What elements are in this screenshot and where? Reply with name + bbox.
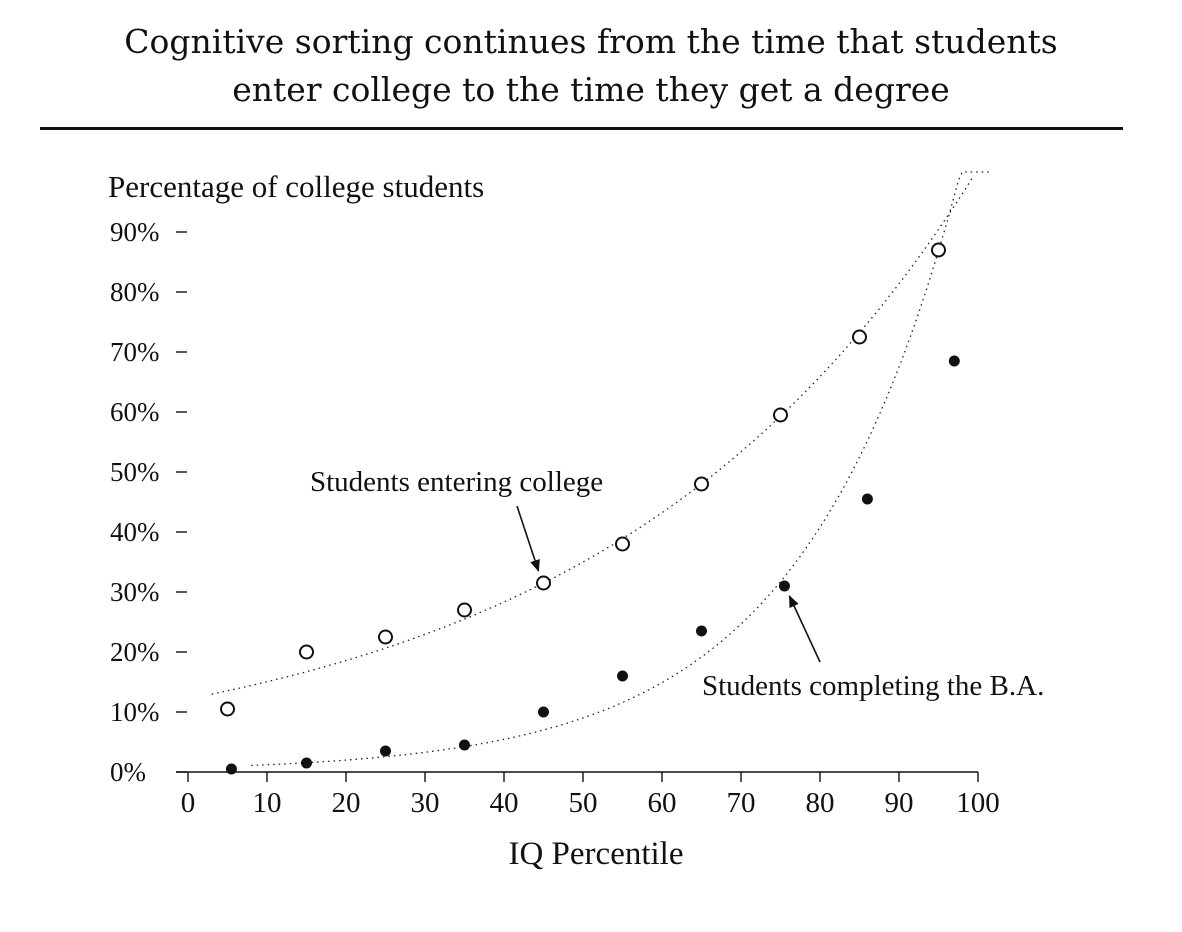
data-point-completing	[380, 745, 391, 757]
x-tick-label: 80	[806, 787, 835, 819]
y-tick-label: 40%	[110, 517, 160, 547]
data-point-entering	[931, 242, 946, 258]
data-point-entering	[457, 602, 472, 618]
annotation-completing-arrow	[788, 595, 821, 663]
x-axis-title: IQ Percentile	[508, 836, 683, 872]
trend-lines	[211, 171, 990, 767]
y-axis-title: Percentage of college students	[108, 169, 484, 204]
data-point-entering	[220, 701, 235, 717]
data-point-completing	[617, 670, 628, 682]
title-rule	[40, 127, 1123, 130]
x-tick-label: 70	[727, 787, 756, 819]
data-point-entering	[852, 329, 867, 345]
data-point-entering	[694, 476, 709, 492]
data-point-entering	[773, 407, 788, 423]
data-point-entering	[378, 629, 393, 645]
y-tick-label: 90%	[110, 217, 160, 247]
x-tick-label: 20	[332, 787, 361, 819]
data-point-completing	[459, 739, 470, 751]
data-points	[220, 242, 960, 775]
x-tick-label: 0	[181, 787, 196, 819]
data-point-completing	[301, 757, 312, 769]
y-tick-label: 20%	[110, 637, 160, 667]
data-point-entering	[536, 575, 551, 591]
x-tick-label: 90	[885, 787, 914, 819]
y-tick-label: 10%	[110, 697, 160, 727]
chart-title: Cognitive sorting continues from the tim…	[0, 18, 1182, 114]
title-line-2: enter college to the time they get a deg…	[232, 70, 950, 109]
y-tick-label: 80%	[110, 277, 160, 307]
trend-line	[211, 174, 975, 695]
y-tick-label: 50%	[110, 457, 160, 487]
annotation-completing-label: Students completing the B.A.	[702, 670, 1044, 702]
x-tick-label: 50	[569, 787, 598, 819]
x-tick-label: 100	[956, 787, 1000, 819]
data-point-completing	[538, 706, 549, 718]
y-tick-label: 70%	[110, 337, 160, 367]
axes: 0 10 20 30 40 50 60 70 80 90 100 0% 10% 20% 30% 40% 50% 6…	[110, 217, 1000, 819]
data-point-entering	[615, 536, 630, 552]
y-tick-label: 30%	[110, 577, 160, 607]
annotations: Students entering college Students comple…	[310, 466, 1044, 702]
data-point-completing	[778, 580, 790, 592]
x-tick-label: 40	[490, 787, 519, 819]
annotation-entering-arrow	[516, 505, 540, 572]
x-tick-label: 30	[411, 787, 440, 819]
y-tick-label: 0%	[110, 757, 146, 787]
trend-line	[251, 171, 990, 767]
data-point-completing	[861, 493, 873, 505]
data-point-entering	[299, 644, 314, 660]
x-tick-label: 60	[648, 787, 677, 819]
y-tick-label: 60%	[110, 397, 160, 427]
annotation-entering-label: Students entering college	[310, 466, 603, 498]
x-tick-label: 10	[253, 787, 282, 819]
data-point-completing	[225, 763, 237, 775]
data-point-completing	[948, 355, 960, 367]
title-line-1: Cognitive sorting continues from the tim…	[124, 22, 1058, 61]
data-point-completing	[696, 625, 707, 637]
